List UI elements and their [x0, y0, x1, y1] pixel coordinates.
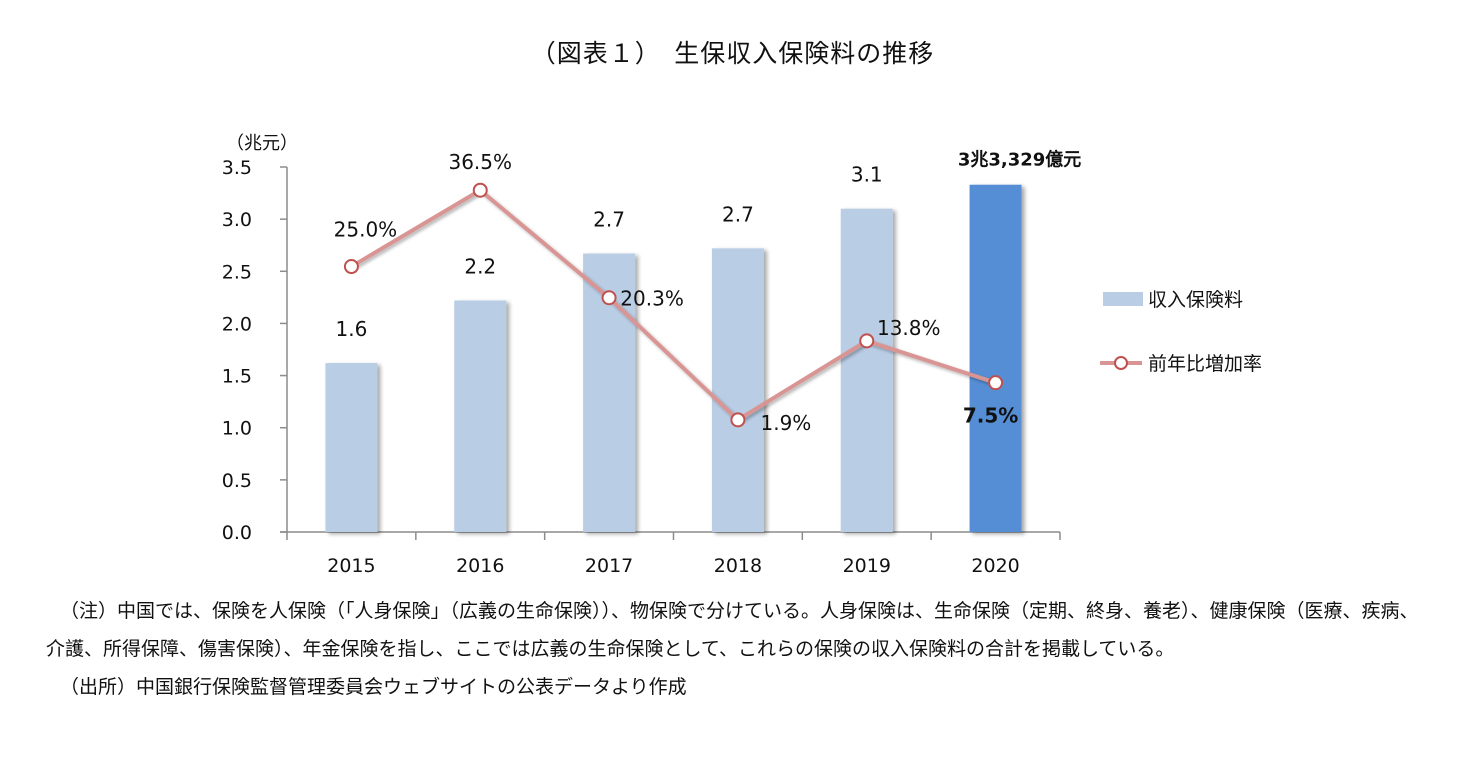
y-tick-label: 0.0 — [222, 522, 252, 544]
source-text: （出所）中国銀行保険監督管理委員会ウェブサイトの公表データより作成 — [60, 676, 687, 698]
growth-marker-2017 — [601, 290, 617, 306]
y-tick-label: 0.5 — [222, 470, 252, 492]
y-tick-label: 1.0 — [222, 418, 252, 440]
growth-marker-2019 — [859, 333, 875, 349]
legend-bar-label: 収入保険料 — [1148, 289, 1243, 311]
x-tick-label: 2018 — [714, 555, 762, 577]
growth-marker-2020 — [988, 375, 1004, 391]
bar-2020 — [969, 184, 1022, 532]
y-tick-label: 3.0 — [222, 209, 252, 231]
legend-line-marker — [1114, 356, 1128, 370]
bar-data-label: 2.2 — [464, 254, 496, 278]
footnotes: （注）中国では、保険を人保険（「人身保険」（広義の生命保険））、物保険で分けてい… — [46, 592, 1436, 706]
line-data-label: 7.5% — [963, 404, 1018, 428]
y-tick-label: 2.5 — [222, 261, 252, 283]
y-tick-label: 2.0 — [222, 313, 252, 335]
y-tick-label: 1.5 — [222, 366, 252, 388]
growth-marker-2016 — [472, 182, 488, 198]
growth-rate-line — [350, 188, 997, 422]
growth-marker-2015 — [343, 259, 359, 275]
bar-data-label: 3兆3,329億元 — [958, 149, 1081, 171]
bar-data-label: 1.6 — [336, 317, 368, 341]
line-data-label: 36.5% — [448, 150, 512, 174]
chart-title: （図表１） 生保収入保険料の推移 — [530, 39, 935, 68]
x-tick-label: 2015 — [327, 555, 375, 577]
bar-data-label: 3.1 — [851, 163, 883, 187]
note-text: （注）中国では、保険を人保険（「人身保険」（広義の生命保険））、物保険で分けてい… — [46, 600, 1419, 660]
bar-data-label: 2.7 — [722, 202, 754, 226]
legend-line-label: 前年比増加率 — [1148, 353, 1262, 375]
x-tick-label: 2016 — [456, 555, 504, 577]
bar-2019 — [840, 208, 893, 532]
x-tick-label: 2017 — [585, 555, 633, 577]
legend-bar-swatch — [1103, 292, 1143, 306]
x-tick-label: 2020 — [971, 555, 1019, 577]
x-tick-label: 2019 — [843, 555, 891, 577]
y-tick-label: 3.5 — [222, 157, 252, 179]
bar-2015 — [325, 363, 378, 532]
line-data-label: 13.8% — [877, 316, 941, 340]
bar-line-chart: 0.0 0.5 1.0 1.5 2.0 2.5 3.0 3.5 （兆元） 2015 2016 2017… — [222, 133, 1262, 577]
growth-marker-2018 — [730, 412, 746, 428]
line-data-label: 1.9% — [761, 411, 812, 435]
bar-2018 — [711, 248, 764, 533]
line-data-label: 25.0% — [334, 218, 398, 242]
bar-data-label: 2.7 — [593, 208, 625, 232]
bar-2016 — [454, 300, 507, 532]
y-axis-unit-label: （兆元） — [226, 133, 298, 154]
line-data-label: 20.3% — [620, 287, 684, 311]
